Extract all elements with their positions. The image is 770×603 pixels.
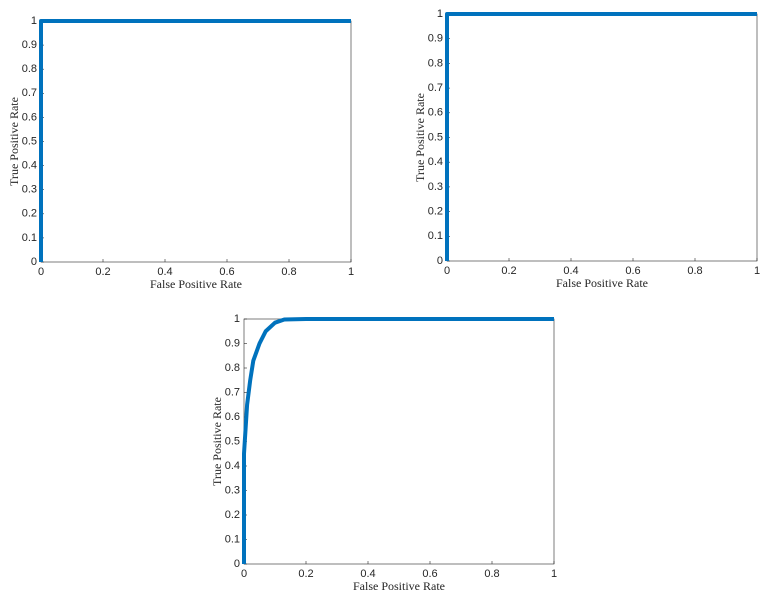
- axes-box: [40, 20, 352, 263]
- y-tick-label: 0.6: [428, 107, 443, 119]
- x-tick-label: 0.2: [95, 266, 110, 278]
- y-tick-label: 0.8: [22, 63, 37, 75]
- x-tick-label: 0.6: [219, 266, 234, 278]
- y-tick-label: 0.7: [22, 87, 37, 99]
- y-tick-label: 0.8: [225, 362, 240, 374]
- y-tick-label: 0.4: [22, 160, 37, 172]
- y-tick-label: 0.5: [225, 435, 240, 447]
- y-tick-label: 0.4: [428, 156, 443, 168]
- y-tick-label: 0: [437, 255, 443, 267]
- x-tick-label: 0.4: [563, 265, 578, 277]
- roc-curve: [242, 317, 554, 564]
- y-tick-label: 0.1: [225, 533, 240, 545]
- roc-curve: [39, 19, 351, 262]
- y-tick-label: 0.1: [428, 230, 443, 242]
- y-tick-label: 1: [234, 313, 240, 325]
- y-tick-label: 0.3: [428, 181, 443, 193]
- x-tick-label: 0.8: [484, 568, 499, 580]
- x-tick-label: 0.4: [157, 266, 172, 278]
- x-tick-label: 0.8: [687, 265, 702, 277]
- y-tick-label: 0.9: [225, 337, 240, 349]
- x-tick-label: 0: [38, 266, 44, 278]
- axes-box: [446, 13, 758, 262]
- x-tick-label: 0.4: [360, 568, 375, 580]
- y-tick-label: 0.7: [428, 82, 443, 94]
- y-axis-label: True Positive Rate: [413, 93, 427, 182]
- y-axis-label: True Positive Rate: [7, 97, 21, 186]
- y-tick-label: 0.3: [22, 184, 37, 196]
- x-axis-label: False Positive Rate: [556, 276, 648, 290]
- roc-curve: [445, 12, 757, 261]
- y-tick-label: 1: [437, 8, 443, 20]
- y-tick-label: 1: [31, 15, 37, 27]
- axes-box: [243, 318, 555, 565]
- y-tick-label: 0.2: [428, 206, 443, 218]
- y-tick-label: 0.1: [22, 232, 37, 244]
- y-tick-label: 0.9: [22, 39, 37, 51]
- y-tick-label: 0.6: [22, 111, 37, 123]
- x-tick-label: 0: [444, 265, 450, 277]
- x-axis-label: False Positive Rate: [150, 277, 242, 291]
- x-tick-label: 0.2: [501, 265, 516, 277]
- y-tick-label: 0.2: [22, 208, 37, 220]
- x-tick-label: 0.2: [298, 568, 313, 580]
- x-axis-label: False Positive Rate: [353, 579, 445, 593]
- y-tick-label: 0.5: [22, 135, 37, 147]
- y-tick-label: 0.9: [428, 33, 443, 45]
- x-tick-label: 0: [241, 568, 247, 580]
- y-tick-label: 0.5: [428, 131, 443, 143]
- x-tick-label: 0.8: [281, 266, 296, 278]
- x-tick-label: 1: [754, 265, 760, 277]
- y-tick-label: 0.8: [428, 57, 443, 69]
- y-axis-label: True Positive Rate: [210, 397, 224, 486]
- x-tick-label: 1: [348, 266, 354, 278]
- y-tick-label: 0.6: [225, 411, 240, 423]
- y-tick-label: 0.4: [225, 460, 240, 472]
- y-tick-label: 0: [31, 256, 37, 268]
- y-tick-label: 0: [234, 558, 240, 570]
- y-tick-label: 0.7: [225, 386, 240, 398]
- y-tick-label: 0.3: [225, 484, 240, 496]
- x-tick-label: 1: [551, 568, 557, 580]
- x-tick-label: 0.6: [625, 265, 640, 277]
- y-tick-label: 0.2: [225, 509, 240, 521]
- x-tick-label: 0.6: [422, 568, 437, 580]
